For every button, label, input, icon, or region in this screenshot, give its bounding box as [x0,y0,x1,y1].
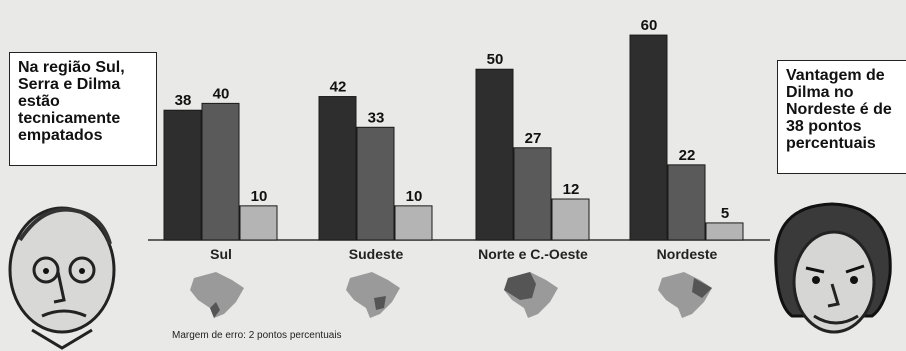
bar-value-label: 12 [563,181,580,198]
brazil-map-icon-sudeste [346,272,400,318]
brazil-map-icon-sul [190,272,244,318]
bar-value-label: 42 [330,79,347,96]
category-label: Nordeste [657,246,718,262]
caricature-right-icon [774,202,892,334]
bar-value-label: 5 [721,205,729,222]
category-label: Sudeste [349,246,404,262]
bar-value-label: 27 [525,130,542,147]
category-label: Norte e C.-Oeste [478,246,588,262]
bar [163,109,202,241]
brazil-map-icon-norte-centro-oeste [504,272,558,318]
brazil-map-icon-nordeste [658,272,712,318]
margin-of-error-note: Margem de erro: 2 pontos percentuais [172,330,342,341]
annotation-left: Na região Sul, Serra e Dilma estão tecni… [9,52,157,166]
bar-value-label: 60 [641,17,658,34]
bar [551,198,590,241]
bar [318,96,357,241]
annotation-right: Vantagem de Dilma no Nordeste é de 38 po… [777,60,906,174]
caricature-left-icon [8,206,116,350]
bar-value-label: 10 [406,188,423,205]
bar [705,222,744,241]
bar-value-label: 22 [679,147,696,164]
bar-value-label: 40 [213,85,230,102]
bar [513,147,552,241]
bar-value-label: 38 [175,92,192,109]
bar-value-label: 33 [368,109,385,126]
bar [629,34,668,241]
bar [667,164,706,241]
bar [475,68,514,241]
bar-value-label: 50 [487,51,504,68]
bar-value-label: 10 [251,188,268,205]
bar [239,205,278,241]
bar [356,126,395,241]
category-label: Sul [210,246,232,262]
bar [201,102,240,241]
bar [394,205,433,241]
